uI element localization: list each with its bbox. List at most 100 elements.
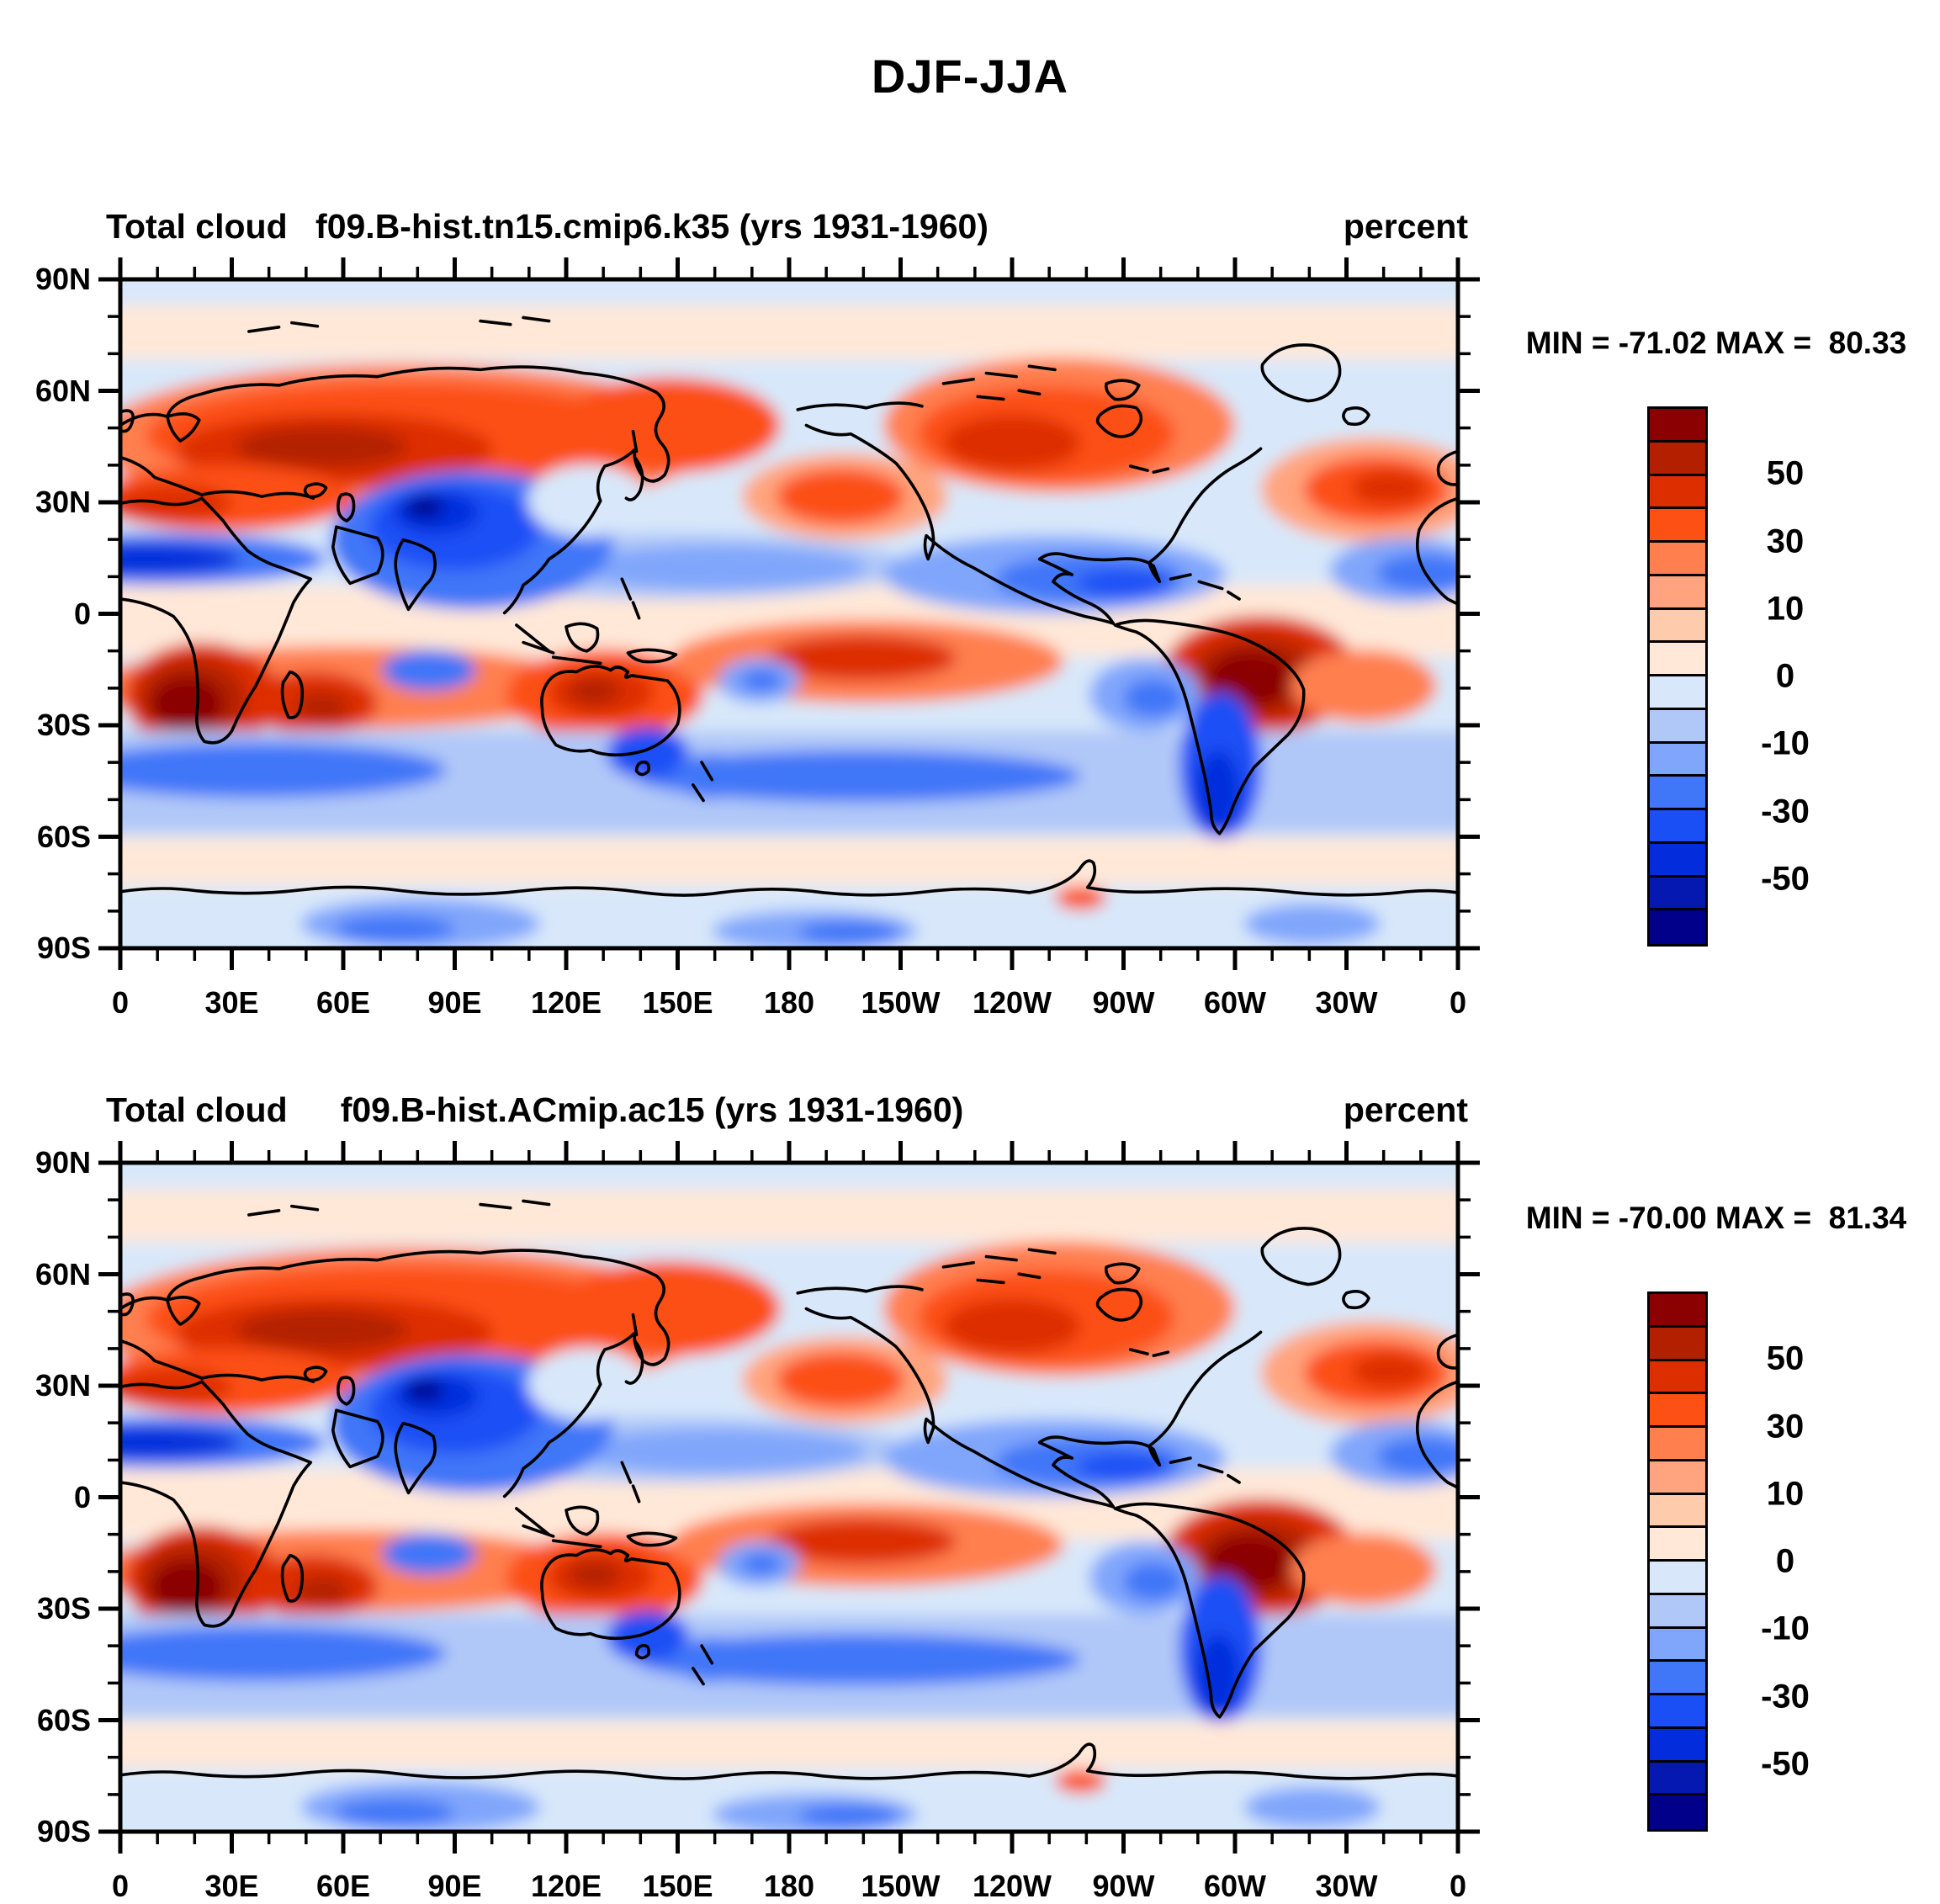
lon-tick-label: 120W (972, 1869, 1052, 1903)
colorbar-segment (1650, 676, 1705, 710)
lon-tick-label: 0 (111, 985, 130, 1020)
lon-tick-label: 60W (1203, 985, 1267, 1020)
world-map-1 (91, 262, 1484, 967)
lon-tick-label: 30W (1315, 1869, 1378, 1903)
colorbar-1 (1647, 406, 1708, 947)
colorbar-segment (1650, 810, 1705, 844)
colorbar-tick-label: 30 (1766, 522, 1805, 560)
colorbar-segment (1650, 543, 1705, 576)
lon-tick-label: 0 (1449, 985, 1467, 1020)
colorbar-segment (1650, 777, 1705, 810)
colorbar-segment (1650, 1327, 1705, 1361)
lon-tick-label: 60W (1203, 1869, 1267, 1903)
lat-tick-label: 30N (34, 1368, 91, 1403)
lat-tick-label: 30S (36, 1591, 91, 1626)
major-ticks (98, 257, 1480, 970)
lon-tick-label: 0 (111, 1869, 130, 1903)
lon-tick-label: 30W (1315, 985, 1378, 1020)
colorbar-segment (1650, 1294, 1705, 1328)
lon-tick-label: 0 (1449, 1869, 1467, 1903)
colorbar-segment (1650, 743, 1705, 777)
colorbar-segment (1650, 1428, 1705, 1461)
lon-tick-label: 90E (427, 1869, 482, 1903)
colorbar-segment (1650, 509, 1705, 543)
colorbar-tick-label: 50 (1766, 454, 1805, 492)
minmax-stats-2: MIN = -70.00 MAX = 81.34 (1525, 1201, 1907, 1235)
lon-tick-label: 90W (1092, 1869, 1155, 1903)
minmax-stats-1: MIN = -71.02 MAX = 80.33 (1525, 326, 1907, 360)
page-title: DJF-JJA (871, 50, 1069, 103)
lat-tick-label: 30S (36, 708, 91, 742)
colorbar-tick-label: 0 (1775, 1542, 1795, 1580)
colorbar-tick-label: 30 (1766, 1408, 1805, 1445)
lon-tick-label: 180 (763, 985, 815, 1020)
colorbar-segment (1650, 575, 1705, 610)
panel-2-variable-label: Total cloud (106, 1090, 288, 1129)
lon-tick-label: 120W (972, 985, 1052, 1020)
colorbar-segment (1650, 1461, 1705, 1495)
colorbar-segment (1650, 709, 1705, 744)
panel-1-units-label: percent (1343, 207, 1468, 246)
lon-tick-label: 30E (204, 985, 259, 1020)
colorbar-2 (1647, 1291, 1708, 1832)
lat-tick-label: 90S (36, 1814, 91, 1848)
lat-tick-label: 60N (34, 373, 91, 408)
lon-tick-label: 60E (315, 1869, 371, 1903)
lat-tick-label: 60N (34, 1256, 91, 1291)
colorbar-segment (1650, 843, 1705, 878)
lat-tick-label: 30N (34, 485, 91, 519)
colorbar-segment (1650, 1594, 1705, 1629)
lat-tick-label: 90N (34, 1145, 91, 1180)
lon-tick-label: 90E (427, 985, 482, 1020)
colorbar-tick-label: -30 (1761, 793, 1810, 830)
lat-tick-label: 0 (73, 596, 91, 631)
colorbar-segment (1650, 442, 1705, 476)
lon-tick-label: 120E (530, 985, 602, 1020)
lon-tick-label: 180 (763, 1869, 815, 1903)
panel-2-title: f09.B-hist.ACmip.ac15 (yrs 1931-1960) (340, 1090, 964, 1129)
colorbar-segment (1650, 910, 1705, 944)
colorbar-segment (1650, 475, 1705, 510)
panel-2-units-label: percent (1343, 1090, 1468, 1129)
major-ticks (98, 1141, 1480, 1854)
panel-1-variable-label: Total cloud (106, 207, 288, 246)
lat-tick-label: 90S (36, 931, 91, 965)
lat-tick-label: 90N (34, 262, 91, 296)
panel-1-title: f09.B-hist.tn15.cmip6.k35 (yrs 1931-1960… (315, 207, 989, 246)
lon-tick-label: 90W (1092, 985, 1155, 1020)
map-axis-ticks-1 (98, 257, 1480, 970)
lat-tick-label: 60S (36, 819, 91, 854)
colorbar-tick-label: 0 (1775, 657, 1795, 695)
minor-ticks (108, 267, 1471, 961)
lon-tick-label: 120E (530, 1869, 602, 1903)
lon-tick-label: 150E (642, 1869, 713, 1903)
world-map-2 (91, 1145, 1484, 1850)
colorbar-tick-label: -30 (1761, 1678, 1810, 1715)
colorbar-segment (1650, 1562, 1705, 1595)
map-frame-2 (118, 1160, 1460, 1834)
colorbar-segment (1650, 1528, 1705, 1562)
lat-tick-label: 0 (73, 1479, 91, 1514)
colorbar-tick-label: 10 (1766, 1475, 1805, 1513)
colorbar-segment (1650, 1762, 1705, 1796)
colorbar-tick-label: 50 (1766, 1339, 1805, 1377)
colorbar-tick-label: -50 (1761, 1745, 1810, 1783)
map-frame-1 (118, 277, 1460, 951)
colorbar-segment (1650, 1728, 1705, 1763)
lon-tick-label: 150W (861, 985, 941, 1020)
lon-tick-label: 30E (204, 1869, 259, 1903)
colorbar-segment (1650, 1360, 1705, 1395)
lat-tick-label: 60S (36, 1702, 91, 1737)
colorbar-segment (1650, 643, 1705, 676)
colorbar-tick-label: -10 (1761, 1610, 1810, 1647)
colorbar-segment (1650, 1628, 1705, 1663)
map-panel-2 (91, 1141, 1484, 1854)
colorbar-segment (1650, 1795, 1705, 1829)
map-panel-1 (91, 257, 1484, 970)
colorbar-tick-label: -10 (1761, 724, 1810, 762)
colorbar-segment (1650, 1494, 1705, 1529)
colorbar-segment (1650, 609, 1705, 644)
colorbar-segment (1650, 877, 1705, 911)
map-axis-ticks-2 (98, 1141, 1480, 1854)
